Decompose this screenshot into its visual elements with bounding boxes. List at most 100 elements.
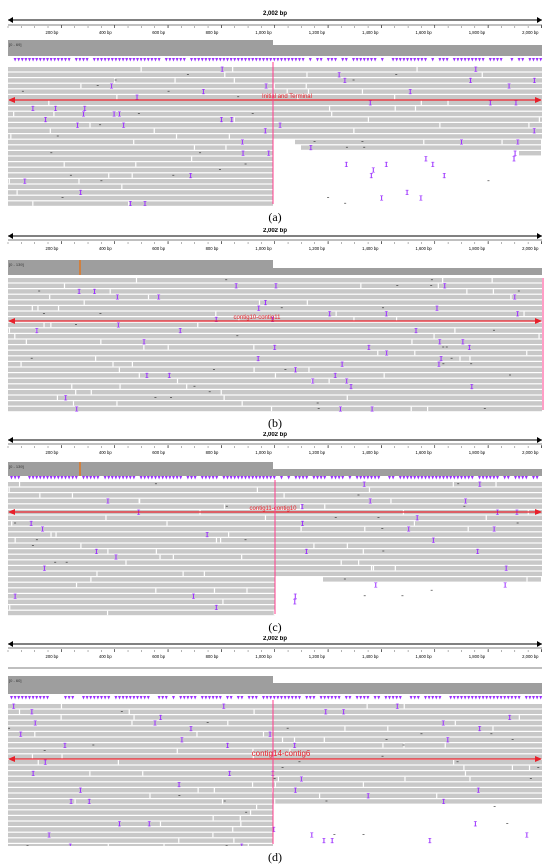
- read-rows: [8, 278, 542, 412]
- read-row: [8, 798, 542, 804]
- read-row: [8, 83, 542, 89]
- read-row: [8, 742, 542, 748]
- read-row: [8, 759, 542, 765]
- tick-label: 1,000 bp: [255, 450, 272, 455]
- read-row: [8, 737, 542, 743]
- coverage-range: [0 - 139]: [9, 262, 24, 267]
- read-row: [8, 128, 542, 134]
- ruler: 2,002 bp 200 bp 400 bp 600 bp 800 bp 1,000 b…: [7, 432, 542, 455]
- junction-label: Initial and Terminal: [262, 94, 312, 100]
- read-row: [8, 77, 542, 83]
- ruler: 2,002 bp 200 bp 400 bp 600 bp 800 bp 1,000 b…: [7, 11, 542, 35]
- read-row: [8, 709, 542, 715]
- tick-label: 1,200 bp: [309, 654, 326, 659]
- caption-a: (a): [268, 210, 282, 224]
- read-row: [8, 821, 509, 827]
- read-row: [8, 100, 542, 106]
- tick-label: 800 bp: [206, 246, 219, 251]
- tick-label: 2,000 bp: [522, 246, 539, 251]
- read-row: [8, 582, 507, 588]
- tick-group: 200 bp 400 bp 600 bp 800 bp 1,000 bp 1,200 bp…: [7, 649, 542, 659]
- junction-arrow: contig14-contig6: [8, 749, 542, 762]
- tick-label: 800 bp: [206, 450, 219, 455]
- read-row: [8, 588, 433, 593]
- read-row: [8, 328, 542, 334]
- coverage-range: [0 - 60]: [9, 678, 21, 683]
- insertion-marker-track: [10, 476, 539, 480]
- read-rows: [8, 58, 543, 206]
- caption-b: (b): [268, 416, 282, 430]
- read-row: [8, 726, 542, 732]
- read-row: [8, 406, 542, 412]
- tick-label: 1,200 bp: [309, 450, 326, 455]
- read-row: [8, 311, 542, 317]
- tick-label: 200 bp: [46, 246, 59, 251]
- read-row: [8, 832, 529, 838]
- coverage-range: [0 - 139]: [9, 464, 24, 469]
- tick-label: 1,600 bp: [415, 30, 432, 35]
- tick-group: 200 bp 400 bp 600 bp 800 bp 1,000 bp 1,200 bp…: [7, 241, 542, 251]
- tick-label: 1,400 bp: [362, 246, 379, 251]
- coverage-track: [0 - 139]: [8, 462, 542, 476]
- panel-c: 2,002 bp 200 bp 400 bp 600 bp 800 bp 1,000 b…: [5, 432, 545, 616]
- tick-label: 1,400 bp: [362, 450, 379, 455]
- read-row: [8, 593, 444, 599]
- tick-label: 1,600 bp: [415, 450, 432, 455]
- genome-length: 2,002 bp: [263, 636, 287, 642]
- read-row: [8, 395, 542, 401]
- read-row: [8, 105, 542, 111]
- read-row: [8, 201, 347, 206]
- insertion-marker-track: [10, 696, 543, 700]
- tick-label: 2,000 bp: [522, 654, 539, 659]
- read-row: [8, 731, 542, 737]
- read-row: [8, 150, 541, 156]
- tick-label: 1,000 bp: [255, 30, 272, 35]
- tick-label: 200 bp: [46, 450, 59, 455]
- read-row: [8, 334, 542, 339]
- read-row: [8, 66, 542, 72]
- read-row: [8, 117, 542, 123]
- junction-arrow: contig10-contig11: [8, 315, 542, 324]
- read-row: [8, 367, 542, 373]
- read-row: [8, 770, 542, 776]
- genome-length: 2,002 bp: [263, 432, 287, 438]
- read-row: [8, 703, 542, 709]
- panel-b: 2,002 bp 200 bp 400 bp 600 bp 800 bp 1,000 b…: [5, 228, 545, 412]
- junction-label: contig11-contig10: [250, 506, 298, 512]
- read-row: [8, 195, 520, 201]
- tick-group: 200 bp 400 bp 600 bp 800 bp 1,000 bp 1,200 bp…: [7, 25, 542, 35]
- coverage-track: [0 - 139]: [8, 260, 542, 275]
- read-row: [8, 356, 542, 362]
- read-row: [8, 804, 496, 810]
- read-row: [8, 826, 481, 832]
- genome-length: 2,002 bp: [263, 11, 287, 17]
- tick-label: 1,400 bp: [362, 654, 379, 659]
- read-row: [8, 72, 542, 78]
- read-row: [8, 173, 446, 179]
- tick-label: 600 bp: [152, 450, 165, 455]
- alignment-view-c: 2,002 bp 200 bp 400 bp 600 bp 800 bp 1,000 b…: [7, 432, 542, 616]
- caption-c: (c): [268, 620, 282, 634]
- read-row: [8, 843, 273, 846]
- read-row: [8, 577, 541, 582]
- tick-label: 1,200 bp: [309, 246, 326, 251]
- read-row: [8, 156, 516, 162]
- read-row: [8, 610, 293, 616]
- read-row: [8, 754, 542, 759]
- tick-label: 600 bp: [152, 654, 165, 659]
- tick-label: 600 bp: [152, 246, 165, 251]
- read-row: [8, 793, 542, 799]
- tick-label: 1,000 bp: [255, 246, 272, 251]
- tick-label: 1,800 bp: [469, 246, 486, 251]
- tick-label: 2,000 bp: [522, 30, 539, 35]
- read-row: [8, 184, 516, 189]
- tick-label: 400 bp: [99, 450, 112, 455]
- tick-label: 2,000 bp: [522, 450, 539, 455]
- read-row: [8, 782, 542, 788]
- coverage-track: [0 - 60]: [8, 676, 542, 694]
- junction-label: contig10-contig11: [234, 315, 282, 321]
- read-row: [8, 167, 476, 173]
- alignment-view-b: 2,002 bp 200 bp 400 bp 600 bp 800 bp 1,000 b…: [7, 228, 544, 412]
- read-row: [8, 604, 309, 610]
- tick-label: 400 bp: [99, 30, 112, 35]
